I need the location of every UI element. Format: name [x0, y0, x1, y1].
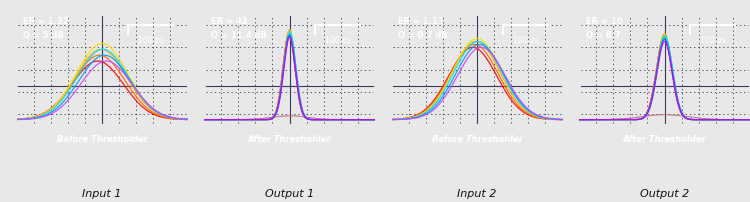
Text: Q = 0.7 dB: Q = 0.7 dB — [398, 31, 448, 40]
Text: ER = 42: ER = 42 — [211, 17, 248, 26]
Text: After Thresholder: After Thresholder — [622, 135, 706, 144]
Text: ER = 1.32: ER = 1.32 — [23, 17, 69, 26]
Text: Q = 5 dB: Q = 5 dB — [23, 31, 64, 40]
Text: 100 ps: 100 ps — [513, 36, 538, 45]
Text: Q = 11.4 dB: Q = 11.4 dB — [211, 31, 267, 40]
Text: Input 2: Input 2 — [458, 189, 497, 199]
Text: After Thresholder: After Thresholder — [248, 135, 332, 144]
Text: ER = 1.13: ER = 1.13 — [398, 17, 444, 26]
Text: Input 1: Input 1 — [82, 189, 122, 199]
Text: Output 1: Output 1 — [265, 189, 314, 199]
Text: Before Thresholder: Before Thresholder — [56, 135, 148, 144]
Text: 100 ps: 100 ps — [138, 36, 164, 45]
Text: ER = 10: ER = 10 — [586, 17, 622, 26]
Text: Output 2: Output 2 — [640, 189, 689, 199]
Text: 100 ps: 100 ps — [326, 36, 351, 45]
Text: 100 ps: 100 ps — [700, 36, 726, 45]
Text: Q = 8.7: Q = 8.7 — [586, 31, 620, 40]
Text: Before Thresholder: Before Thresholder — [431, 135, 523, 144]
